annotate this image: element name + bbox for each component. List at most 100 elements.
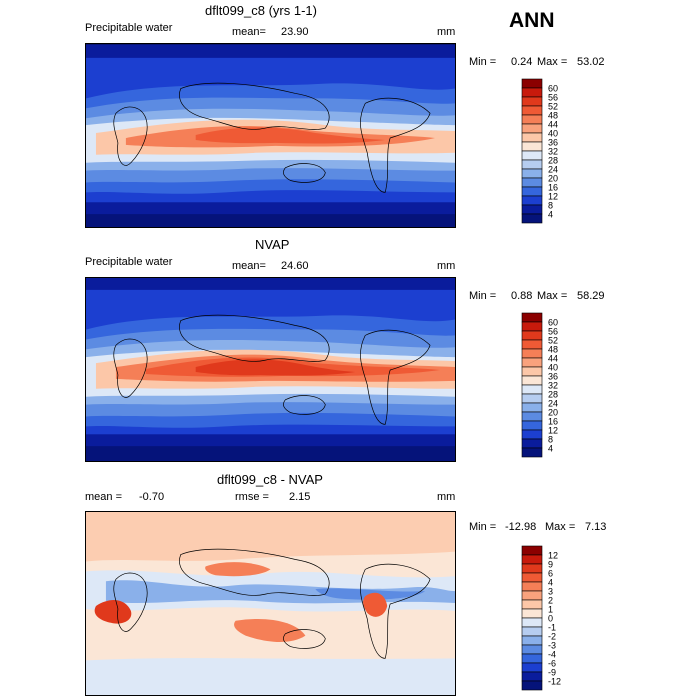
panel-2-max-label: Max = (537, 290, 568, 302)
colorbar-tick-label: 16 (548, 417, 558, 427)
panel-1-max-label: Max = (537, 56, 568, 68)
colorbar-swatch (521, 96, 543, 107)
colorbar-swatch (521, 545, 543, 556)
colorbar-tick-label: 4 (548, 578, 553, 588)
colorbar-tick-label: 52 (548, 102, 558, 112)
panel-3-mean-label: mean = (85, 491, 122, 503)
colorbar-swatch (521, 447, 543, 458)
panel-2-max-value: 58.29 (577, 290, 605, 302)
colorbar-tick-label: 28 (548, 156, 558, 166)
colorbar-swatch (521, 123, 543, 134)
colorbar-swatch (521, 78, 543, 89)
colorbar-swatch (521, 680, 543, 691)
panel-2-min-label: Min = (469, 290, 497, 302)
panel-2-colorbar: 60 56 52 48 44 40 36 32 28 24 20 16 12 8 4 (521, 312, 592, 459)
panel-1-map-field (86, 44, 455, 227)
colorbar-swatch (521, 366, 543, 377)
panel-1-mean-label: mean= (232, 26, 266, 38)
colorbar-tick-label: 40 (548, 129, 558, 139)
colorbar-tick-label: 36 (548, 372, 558, 382)
colorbar-swatch (521, 114, 543, 125)
colorbar-swatch (521, 168, 543, 179)
colorbar-swatch (521, 204, 543, 215)
colorbar-swatch (521, 572, 543, 583)
panel-2-map (85, 277, 456, 462)
colorbar-swatch (521, 195, 543, 206)
season-label: ANN (509, 9, 555, 32)
colorbar-tick-label: -9 (548, 668, 556, 678)
colorbar-swatch (521, 141, 543, 152)
panel-3-mean-value: -0.70 (139, 491, 165, 503)
panel-3-rmse-value: 2.15 (289, 491, 311, 503)
colorbar-swatch (521, 87, 543, 98)
colorbar-tick-label: 32 (548, 147, 558, 157)
colorbar-swatch (521, 608, 543, 619)
colorbar-swatch (521, 177, 543, 188)
panel-2-title: NVAP (255, 237, 290, 252)
colorbar-swatch (521, 581, 543, 592)
panel-1-colorbar: 60 56 52 48 44 40 36 32 28 24 20 16 12 8 4 (521, 78, 592, 225)
colorbar-tick-label: -2 (548, 632, 556, 642)
colorbar-tick-label: 32 (548, 381, 558, 391)
colorbar-swatch (521, 150, 543, 161)
panel-1-map (85, 43, 456, 228)
panel-3-max-value: 7.13 (585, 521, 607, 533)
panel-3-map (85, 511, 456, 696)
colorbar-tick-label: -3 (548, 641, 556, 651)
colorbar-tick-label: 28 (548, 390, 558, 400)
colorbar-tick-label: 56 (548, 327, 558, 337)
colorbar-tick-label: 20 (548, 408, 558, 418)
panel-3-min-label: Min = (469, 521, 497, 533)
colorbar-tick-label: 4 (548, 210, 553, 220)
colorbar-tick-label: 60 (548, 84, 558, 94)
colorbar-swatch (521, 554, 543, 565)
colorbar-tick-label: 36 (548, 138, 558, 148)
colorbar-swatch (521, 393, 543, 404)
colorbar-tick-label: 48 (548, 111, 558, 121)
colorbar-swatch (521, 420, 543, 431)
colorbar-tick-label: 44 (548, 354, 558, 364)
colorbar-swatch (521, 402, 543, 413)
colorbar-swatch (521, 159, 543, 170)
colorbar-swatch (521, 105, 543, 116)
colorbar-tick-label: 52 (548, 336, 558, 346)
colorbar-swatch (521, 626, 543, 637)
panel-3-units: mm (437, 491, 456, 503)
panel-1-title: dflt099_c8 (yrs 1-1) (205, 3, 317, 18)
colorbar-swatch (521, 590, 543, 601)
colorbar-tick-label: 56 (548, 93, 558, 103)
colorbar-tick-label: 0 (548, 614, 553, 624)
colorbar-tick-label: -4 (548, 650, 556, 660)
panel-3-colorbar: 12 9 6 4 3 2 1 0 -1 -2 -3 -4 -6 -9 -12 (521, 545, 592, 692)
colorbar-tick-label: 44 (548, 120, 558, 130)
panel-2-variable-label: Precipitable water (85, 256, 173, 268)
panel-2-mean-value: 24.60 (281, 260, 309, 272)
colorbar-swatch (521, 213, 543, 224)
colorbar-tick-label: 24 (548, 165, 558, 175)
colorbar-swatch (521, 599, 543, 610)
panel-3-title: dflt099_c8 - NVAP (217, 472, 323, 487)
panel-1-mean-value: 23.90 (281, 26, 309, 38)
colorbar-tick-label: 24 (548, 399, 558, 409)
colorbar-swatch (521, 438, 543, 449)
colorbar-tick-label: 20 (548, 174, 558, 184)
colorbar-swatch (521, 644, 543, 655)
colorbar-swatch (521, 662, 543, 673)
panel-1-units: mm (437, 26, 456, 38)
colorbar-tick-label: -6 (548, 659, 556, 669)
colorbar-swatch (521, 132, 543, 143)
colorbar-tick-label: 3 (548, 587, 553, 597)
colorbar-swatch (521, 330, 543, 341)
panel-2-map-field (86, 278, 455, 461)
colorbar-swatch (521, 617, 543, 628)
panel-2-mean-label: mean= (232, 260, 266, 272)
colorbar-tick-label: 9 (548, 560, 553, 570)
panel-3-max-label: Max = (545, 521, 576, 533)
colorbar-tick-label: 16 (548, 183, 558, 193)
colorbar-tick-label: 12 (548, 426, 558, 436)
colorbar-swatch (521, 411, 543, 422)
colorbar-swatch (521, 429, 543, 440)
colorbar-swatch (521, 375, 543, 386)
panel-1-min-value: 0.24 (511, 56, 533, 68)
